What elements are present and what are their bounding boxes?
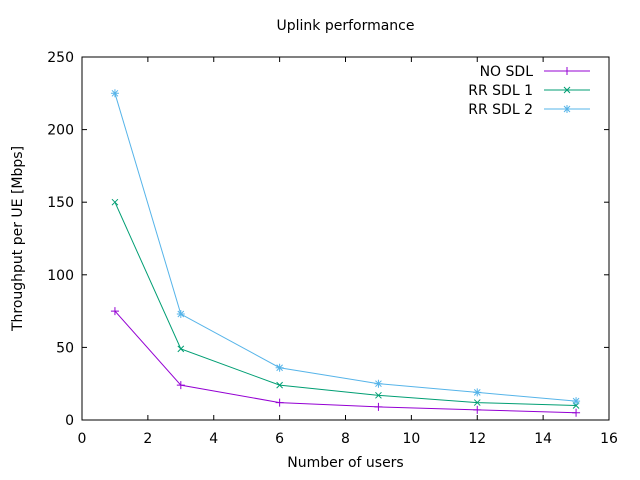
legend-label: RR SDL 1 xyxy=(468,83,533,99)
series-no-sdl xyxy=(110,307,581,417)
data-point-marker xyxy=(572,397,581,406)
data-point-marker xyxy=(473,388,482,397)
legend-entry: NO SDL xyxy=(480,64,590,80)
series-rr-sdl-1 xyxy=(111,198,580,409)
data-point-marker xyxy=(177,345,185,353)
data-point-marker xyxy=(374,402,383,411)
x-tick-label: 16 xyxy=(600,431,618,447)
legend-label: RR SDL 2 xyxy=(468,102,533,118)
data-point-marker xyxy=(473,399,481,406)
chart-title: Uplink performance xyxy=(276,18,414,34)
y-tick-label: 100 xyxy=(47,268,74,284)
x-tick-label: 8 xyxy=(341,431,350,447)
x-tick-label: 14 xyxy=(534,431,552,447)
series-line xyxy=(114,310,577,414)
data-point-marker xyxy=(110,89,119,98)
data-point-marker xyxy=(375,391,382,399)
x-tick-label: 0 xyxy=(78,431,87,447)
y-tick-label: 250 xyxy=(47,50,74,66)
data-point-marker xyxy=(473,405,482,414)
legend-label: NO SDL xyxy=(480,64,534,80)
data-point-marker xyxy=(374,379,383,388)
y-tick-label: 0 xyxy=(65,413,74,429)
series-line xyxy=(114,93,577,402)
series-rr-sdl-2 xyxy=(110,89,581,406)
x-tick-label: 2 xyxy=(143,431,152,447)
legend-sample-marker xyxy=(563,86,571,94)
x-tick-label: 12 xyxy=(468,431,486,447)
data-point-marker xyxy=(176,381,185,390)
y-tick-label: 150 xyxy=(47,195,74,211)
data-point-marker xyxy=(110,307,119,316)
data-point-marker xyxy=(276,381,283,389)
legend-sample-marker xyxy=(563,105,571,113)
data-point-marker xyxy=(275,398,284,407)
legend: NO SDL RR SDL 1 RR SDL 2 xyxy=(468,64,590,118)
legend-sample-marker xyxy=(563,67,571,75)
x-tick-label: 4 xyxy=(209,431,218,447)
y-tick-label: 50 xyxy=(56,340,74,356)
x-axis-label: Number of users xyxy=(287,455,403,471)
data-point-marker xyxy=(111,198,119,206)
x-tick-label: 10 xyxy=(402,431,420,447)
series-line xyxy=(114,201,577,406)
legend-entry: RR SDL 1 xyxy=(468,83,590,99)
axis-ticks xyxy=(81,56,610,421)
y-axis-label: Throughput per UE [Mbps] xyxy=(10,146,26,332)
data-point-marker xyxy=(176,310,185,319)
data-point-marker xyxy=(275,363,284,372)
legend-entry: RR SDL 2 xyxy=(468,102,590,118)
data-point-marker xyxy=(572,408,581,417)
y-tick-label: 200 xyxy=(47,123,74,139)
x-tick-label: 6 xyxy=(275,431,284,447)
